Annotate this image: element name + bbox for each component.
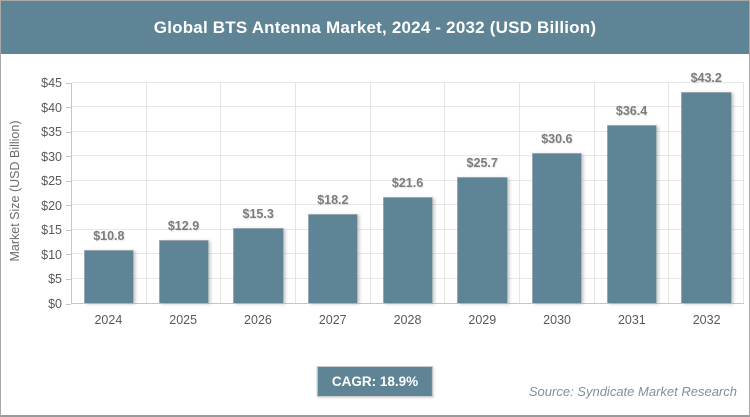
bar-group-2025: $12.9 <box>147 83 222 303</box>
x-tick-label-2030: 2030 <box>543 313 571 327</box>
bar-value-label-2029: $25.7 <box>466 156 498 171</box>
y-tick-label: $25 <box>41 174 62 189</box>
y-tick-mark <box>66 303 71 305</box>
y-tick-mark <box>66 205 71 207</box>
bar-group-2029: $25.7 <box>445 83 521 303</box>
y-tick-45: $45 <box>1 75 71 91</box>
y-tick-label: $10 <box>41 247 62 262</box>
x-tick-label-2027: 2027 <box>318 313 347 327</box>
y-tick-mark <box>66 180 71 182</box>
chart-title-bar: Global BTS Antenna Market, 2024 - 2032 (… <box>1 1 749 54</box>
bar-value-label-2031: $36.4 <box>615 104 648 119</box>
bar-group-2031: $36.4 <box>595 83 670 303</box>
y-tick-30: $30 <box>1 149 71 165</box>
y-tick-mark <box>66 278 71 280</box>
bar-2029 <box>457 177 507 303</box>
y-tick-label: $20 <box>41 198 62 213</box>
y-tick-label: $15 <box>41 223 62 238</box>
bar-value-label-2025: $12.9 <box>167 218 200 233</box>
x-tick-label-2031: 2031 <box>617 313 646 327</box>
y-tick-mark <box>66 254 71 256</box>
x-tick-label-2025: 2025 <box>169 313 198 327</box>
bar-value-label-2028: $21.6 <box>391 176 424 191</box>
y-tick-15: $15 <box>1 222 71 238</box>
bar-group-2026: $15.3 <box>221 83 297 303</box>
x-tick-label-2028: 2028 <box>393 313 422 327</box>
y-tick-25: $25 <box>1 173 71 189</box>
y-axis-tick-labels: $0 $5 $10 $15 $20 $25 $30 $35 $40 $45 <box>1 76 71 311</box>
y-tick-10: $10 <box>1 247 71 263</box>
bar-2027 <box>308 214 358 303</box>
y-tick-40: $40 <box>1 100 71 116</box>
bar-value-label-2024: $10.8 <box>93 229 125 244</box>
y-tick-label: $45 <box>41 76 62 90</box>
bar-group-2024: $10.8 <box>72 83 147 303</box>
chart-area: Market Size (USD Billion) $0 $5 $10 $15 $20 $… <box>1 54 749 330</box>
y-tick-label: $30 <box>41 149 62 164</box>
x-tick-label-2029: 2029 <box>468 313 497 327</box>
bar-2030 <box>532 153 582 303</box>
y-tick-mark <box>66 131 71 133</box>
gridline <box>72 106 744 108</box>
chart-title: Global BTS Antenna Market, 2024 - 2032 (… <box>153 17 597 37</box>
bar-2032 <box>681 91 731 303</box>
gridline <box>72 155 744 157</box>
bar-2025 <box>158 239 209 303</box>
y-tick-label: $0 <box>48 297 62 311</box>
x-tick-label-2024: 2024 <box>94 313 123 327</box>
y-tick-5: $5 <box>1 271 71 287</box>
x-tick-label-2026: 2026 <box>244 313 272 327</box>
bar-group-2028: $21.6 <box>371 83 446 303</box>
bar-group-2030: $30.6 <box>520 83 595 303</box>
y-tick-mark <box>66 156 71 158</box>
y-tick-mark <box>66 82 71 84</box>
y-tick-20: $20 <box>1 198 71 214</box>
bar-2028 <box>382 197 433 303</box>
y-tick-mark <box>66 229 71 231</box>
x-axis-tick-labels: 2024 2025 2026 2027 2028 2029 2030 2031 2032 <box>71 313 744 327</box>
plot-area: $10.8 $12.9 $15.3 $18.2 $21.6 $25.7 $30.6 $36.4… <box>71 71 745 304</box>
cagr-badge: CAGR: 18.9% <box>316 366 434 397</box>
bar-2026 <box>233 228 283 303</box>
chart-footer: CAGR: 18.9% Source: Syndicate Market Res… <box>1 330 749 415</box>
y-tick-label: $35 <box>41 125 62 140</box>
bar-2024 <box>84 250 134 303</box>
y-tick-label: $5 <box>48 272 62 287</box>
bar-2031 <box>606 125 657 303</box>
gridline <box>72 179 744 181</box>
gridline <box>72 130 744 132</box>
bar-value-label-2027: $18.2 <box>317 193 349 208</box>
bar-group-2032: $43.2 <box>669 71 745 303</box>
y-tick-label: $40 <box>41 100 62 115</box>
source-note: Source: Syndicate Market Research <box>528 384 737 399</box>
bar-value-label-2030: $30.6 <box>541 132 573 147</box>
y-tick-0: $0 <box>1 296 71 312</box>
x-tick-label-2032: 2032 <box>692 313 721 327</box>
bar-value-label-2032: $43.2 <box>690 70 722 85</box>
bar-value-label-2026: $15.3 <box>242 207 274 222</box>
y-tick-mark <box>66 107 71 109</box>
gridline <box>72 82 744 83</box>
y-tick-35: $35 <box>1 124 71 140</box>
bar-group-2027: $18.2 <box>296 83 371 303</box>
